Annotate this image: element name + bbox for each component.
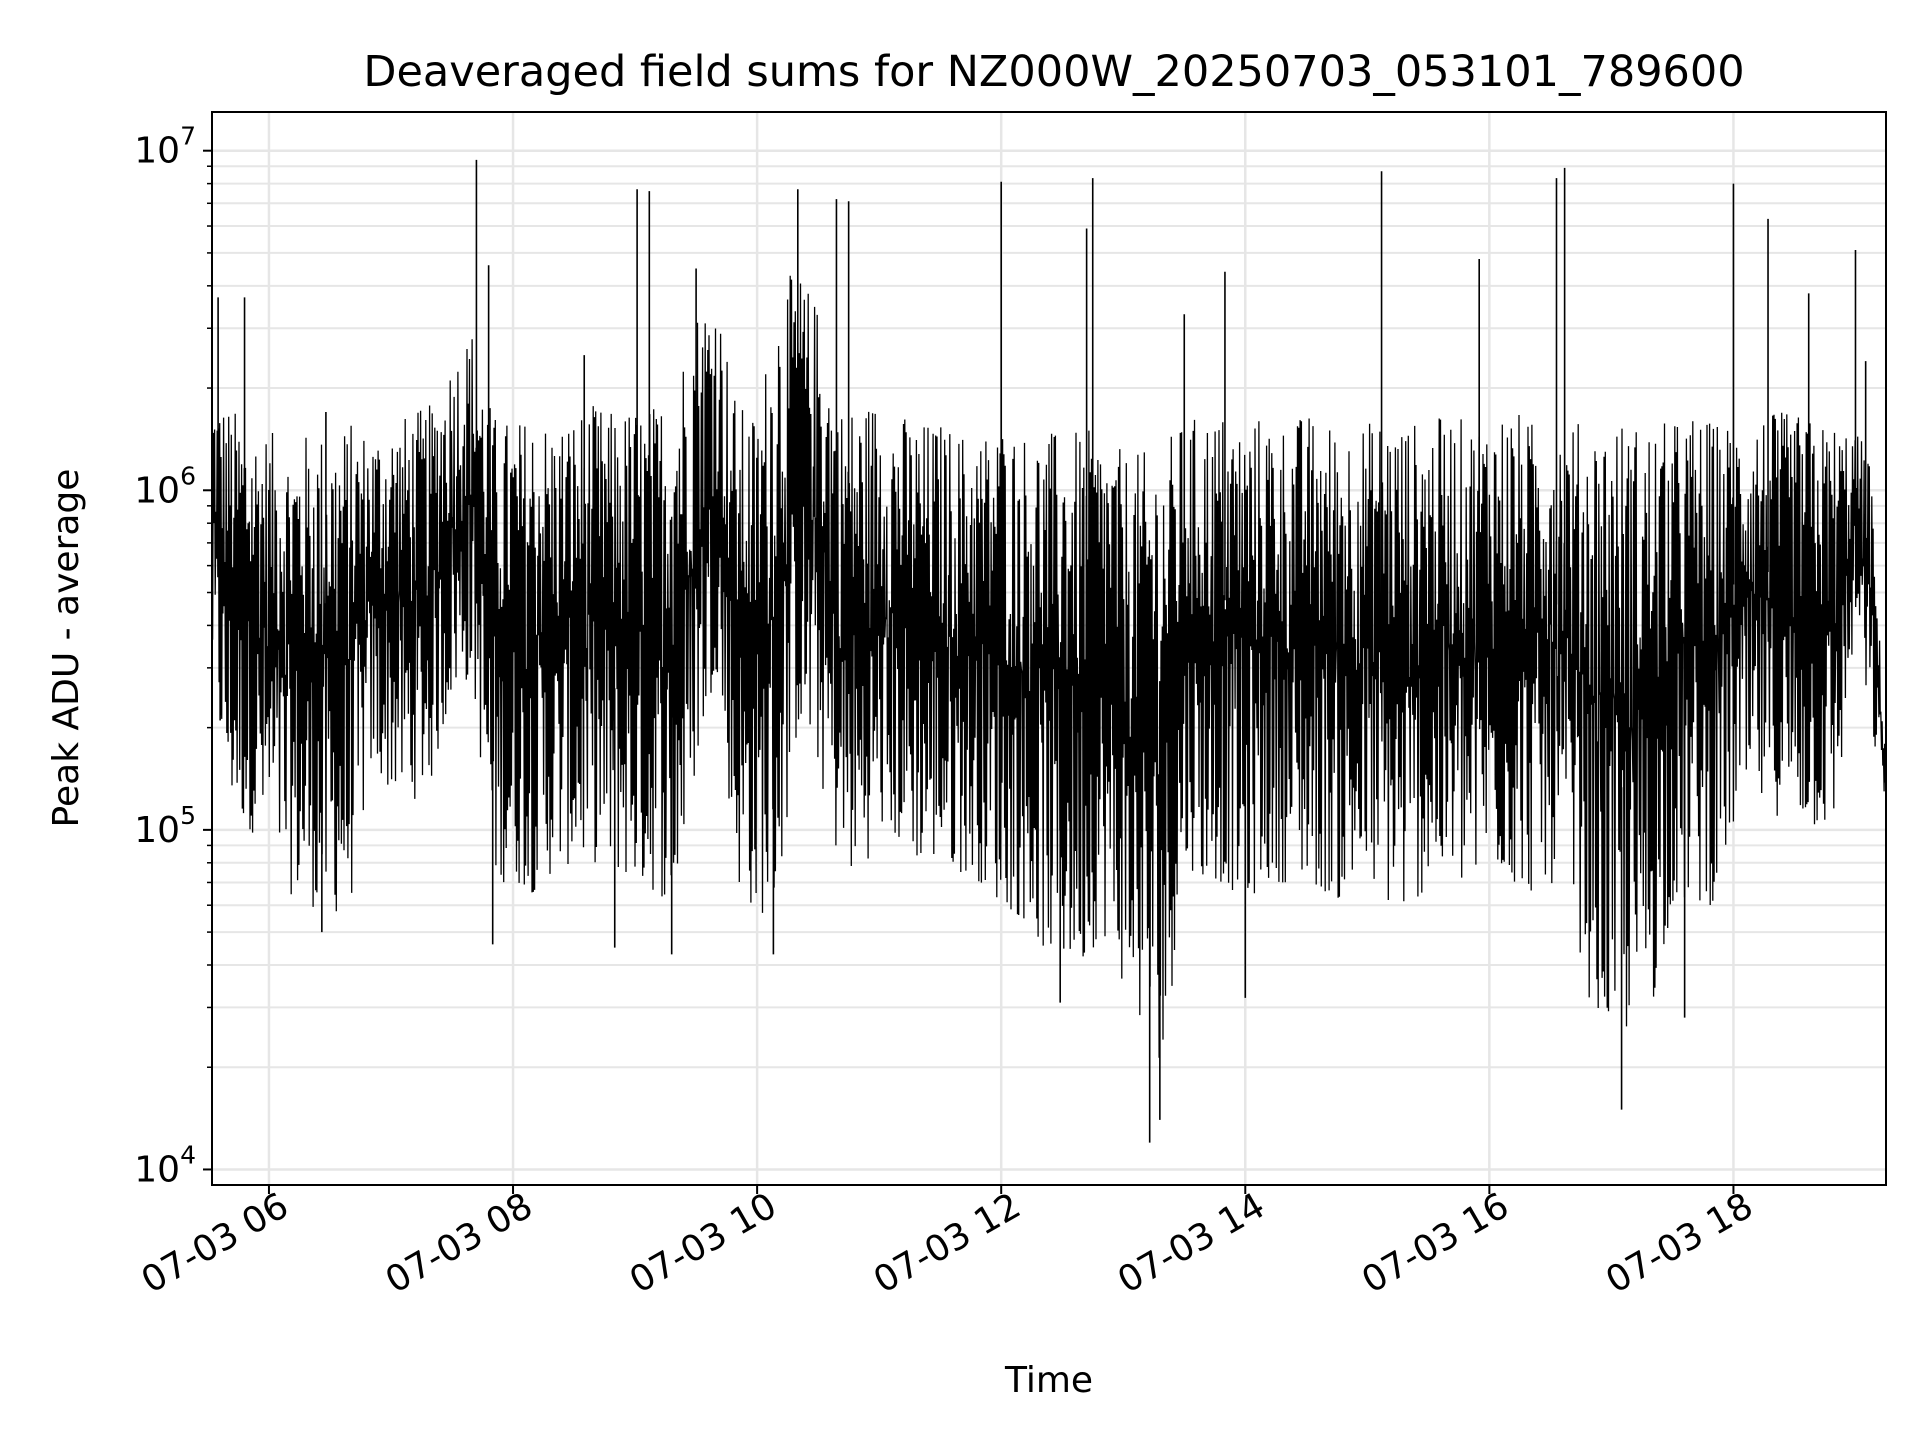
- chart-title: Deaveraged field sums for NZ000W_2025070…: [363, 47, 1744, 97]
- y-axis: 104 105 106 107: [134, 122, 212, 1190]
- y-tick-label: 106: [134, 461, 196, 511]
- y-tick-label: 105: [134, 801, 196, 851]
- plot-area: [211, 111, 1887, 1186]
- y-tick-label: 104: [134, 1140, 196, 1190]
- series-line: [212, 275, 1886, 1058]
- plot-frame: [211, 111, 1887, 1186]
- y-axis-label: Peak ADU - average: [46, 469, 87, 828]
- x-axis-label: Time: [1004, 1360, 1093, 1401]
- y-tick-label: 107: [134, 122, 196, 172]
- data-series: [212, 159, 1886, 1143]
